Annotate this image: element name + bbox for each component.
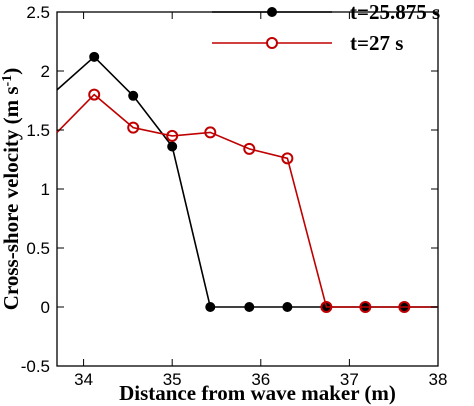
x-tick-label: 34	[74, 370, 93, 389]
series-1-point	[89, 51, 100, 62]
series-2-point	[204, 126, 217, 139]
legend-label-1: t=25.875 s	[350, 0, 440, 24]
series-2-point	[166, 129, 179, 142]
legend-marker-2	[266, 37, 278, 49]
y-tick-label: 0.5	[26, 239, 50, 258]
y-axis-title-main: Cross-shore velocity (m s	[0, 86, 23, 310]
series-line-2	[56, 93, 438, 308]
y-tick-label: 2.5	[26, 3, 50, 22]
series-1-point	[128, 90, 139, 101]
series-1-point	[205, 302, 216, 312]
y-tick-label: 2	[41, 62, 50, 81]
series-1-point	[244, 302, 255, 312]
series-2-point	[281, 152, 294, 165]
x-axis-title: Distance from wave maker (m)	[119, 381, 396, 405]
y-tick-label: 0	[41, 298, 50, 317]
x-tick-label: 38	[429, 370, 448, 389]
series-2-point	[88, 88, 101, 101]
y-tick-label: 1	[41, 180, 50, 199]
x-tick-label: 35	[163, 370, 182, 389]
x-tick-label: 36	[251, 370, 270, 389]
y-axis-title-superscript: -1	[0, 75, 15, 87]
y-axis-title-close: )	[0, 68, 23, 75]
legend-marker-1	[267, 7, 277, 17]
series-2-point	[359, 301, 372, 313]
plot-frame	[56, 11, 439, 367]
series-2-point	[320, 301, 333, 313]
legend-label-2: t=27 s	[350, 31, 403, 55]
y-tick-label: 1.5	[26, 121, 50, 140]
series-2-point	[398, 301, 411, 313]
series-line-1	[56, 55, 438, 308]
x-tick-label: 37	[340, 370, 359, 389]
series-1-point	[282, 302, 293, 312]
series-2-point	[127, 121, 140, 134]
series-1-point	[167, 141, 178, 152]
y-tick-label: -0.5	[21, 357, 50, 376]
y-axis-title: Cross-shore velocity (m s-1)	[0, 68, 23, 310]
series-2-point	[243, 142, 256, 155]
